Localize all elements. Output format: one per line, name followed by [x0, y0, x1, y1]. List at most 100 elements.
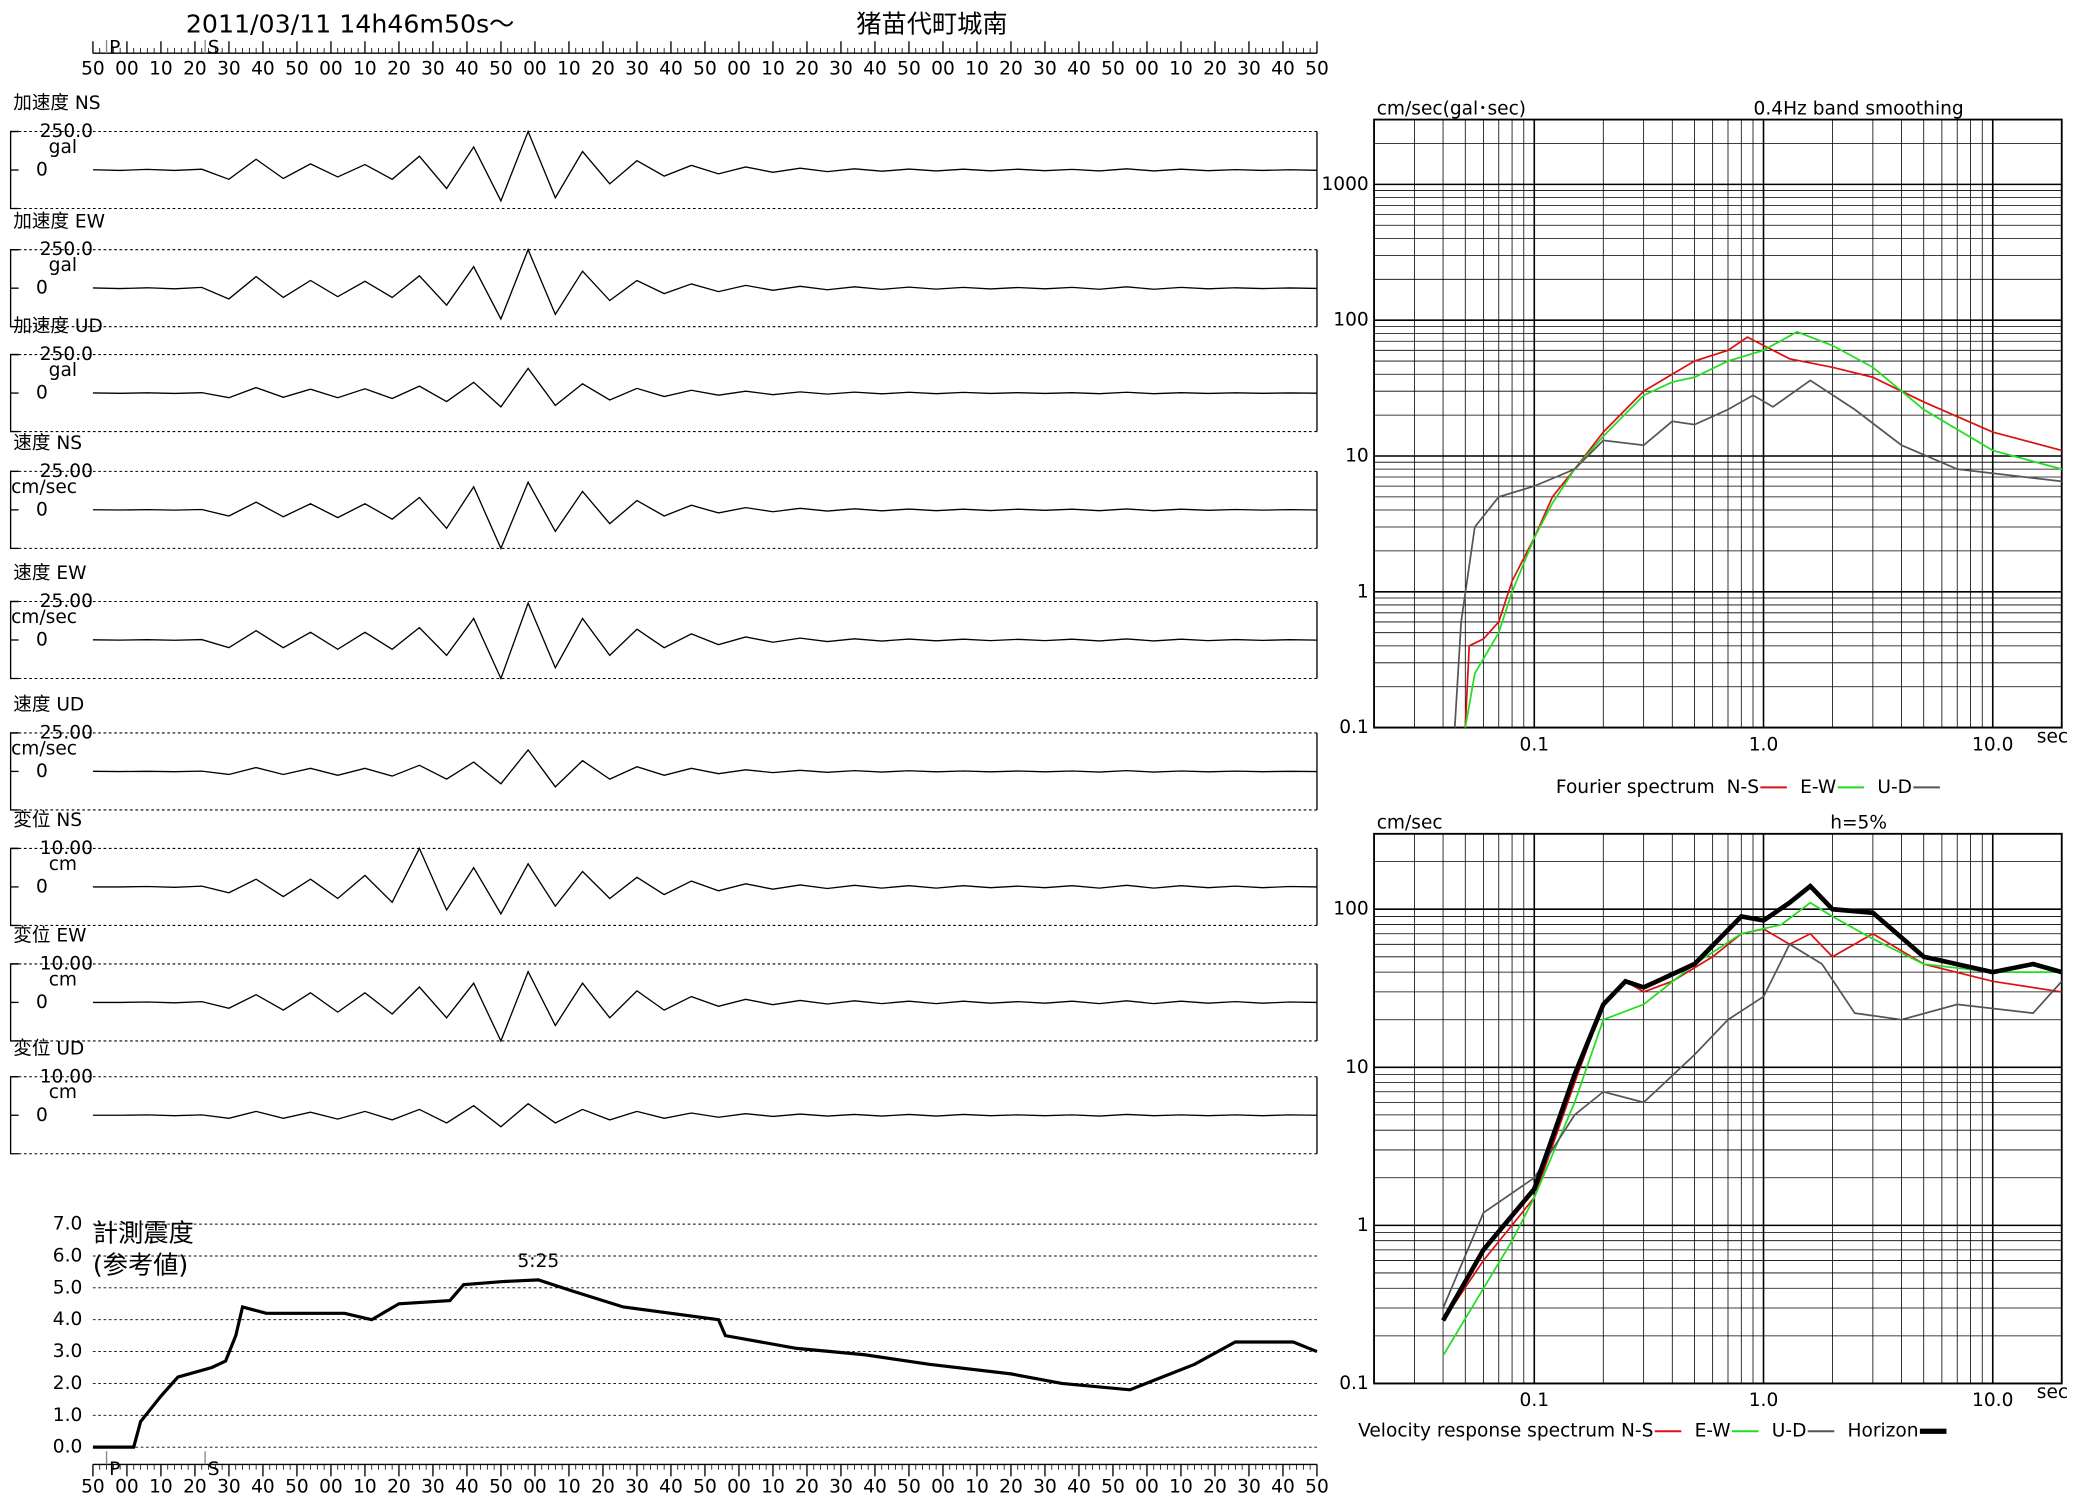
x-tick-label: 10.0 — [1972, 734, 2013, 755]
x-tick-label: 40 — [1067, 59, 1091, 80]
y-tick-label: 250.0 — [40, 121, 93, 142]
y-tick-label: 250.0 — [40, 344, 93, 365]
x-tick-label: 30 — [829, 59, 853, 80]
y-tick-label: 3.0 — [53, 1341, 83, 1362]
x-tick-label: 40 — [455, 59, 479, 80]
y-tick-label: 0 — [36, 278, 48, 299]
x-tick-label: 10.0 — [1972, 1390, 2013, 1411]
x-tick-label: 20 — [387, 59, 411, 80]
spectrum-line — [1442, 928, 2062, 1321]
x-tick-label: 40 — [659, 1476, 683, 1497]
x-tick-label: 10 — [1169, 59, 1193, 80]
y-tick-label: 0 — [36, 160, 48, 181]
y-tick-label: 10.00 — [40, 953, 93, 974]
x-tick-label: 50 — [81, 59, 105, 80]
x-tick-label: 30 — [421, 1476, 445, 1497]
y-tick-label: 0 — [36, 383, 48, 404]
panel-label: 変位 UD — [13, 1038, 84, 1059]
y-tick-label: 2.0 — [53, 1373, 83, 1394]
intensity-subtitle: (参考値) — [93, 1251, 188, 1280]
plot-frame — [1373, 832, 2063, 1385]
x-tick-label: 10 — [557, 59, 581, 80]
unit-label: cm/sec — [11, 477, 77, 498]
plot-subtitle: 0.4Hz band smoothing — [1754, 98, 1964, 119]
legend-label: Horizon — [1848, 1421, 1919, 1442]
x-tick-label: 10 — [149, 59, 173, 80]
station-name: 猪苗代町城南 — [856, 9, 1007, 38]
y-tick-label: 10 — [1345, 445, 1369, 466]
y-tick-label: 0 — [36, 761, 48, 782]
unit-label: cm — [49, 1082, 77, 1103]
y-tick-label: 10.00 — [40, 838, 93, 859]
unit-label: cm/sec — [11, 738, 77, 759]
panel-label: 加速度 NS — [13, 93, 100, 114]
x-tick-label: 00 — [1135, 1476, 1159, 1497]
x-tick-label: 00 — [319, 59, 343, 80]
x-tick-label: 40 — [251, 1476, 275, 1497]
peak-annotation: 5:25 — [517, 1251, 559, 1272]
x-axis-label: sec — [2037, 726, 2068, 747]
x-tick-label: 00 — [523, 1476, 547, 1497]
legend-label: E-W — [1695, 1421, 1731, 1442]
x-axis-label: sec — [2037, 1382, 2068, 1403]
y-tick-label: 1 — [1357, 1215, 1369, 1236]
x-tick-label: 10 — [149, 1476, 173, 1497]
x-tick-label: 50 — [285, 1476, 309, 1497]
waveform — [92, 748, 1317, 788]
legend-label: N-S — [1621, 1421, 1653, 1442]
panel-label: 変位 NS — [13, 810, 82, 831]
unit-label: gal — [49, 360, 77, 381]
y-tick-label: 25.00 — [40, 461, 93, 482]
x-tick-label: 50 — [693, 1476, 717, 1497]
x-tick-label: 20 — [999, 1476, 1023, 1497]
legend-label: U-D — [1877, 777, 1912, 798]
y-tick-label: 0 — [36, 499, 48, 520]
y-axis-label: cm/sec — [1377, 813, 1443, 834]
x-tick-label: 00 — [727, 59, 751, 80]
y-tick-label: 100 — [1333, 899, 1368, 920]
y-tick-label: 1000 — [1321, 174, 1368, 195]
x-tick-label: 00 — [931, 59, 955, 80]
spectrum-line — [1442, 901, 2062, 1356]
x-tick-label: 30 — [1237, 1476, 1261, 1497]
x-tick-label: 20 — [183, 1476, 207, 1497]
x-tick-label: 30 — [217, 59, 241, 80]
x-tick-label: 00 — [727, 1476, 751, 1497]
spectrum-line — [1453, 379, 2062, 728]
waveform — [92, 480, 1317, 551]
x-tick-label: 20 — [1203, 59, 1227, 80]
x-tick-label: 20 — [795, 1476, 819, 1497]
x-tick-label: 30 — [625, 1476, 649, 1497]
panel-label: 速度 NS — [13, 433, 82, 454]
x-tick-label: 40 — [1271, 59, 1295, 80]
x-tick-label: 00 — [931, 1476, 955, 1497]
x-tick-label: 30 — [1033, 1476, 1057, 1497]
y-tick-label: 10.00 — [40, 1066, 93, 1087]
x-tick-label: 00 — [115, 59, 139, 80]
phase-label: P — [109, 1459, 120, 1480]
y-tick-label: 0 — [36, 992, 48, 1013]
phase-label: P — [109, 37, 120, 58]
x-tick-label: 10 — [761, 1476, 785, 1497]
x-tick-label: 40 — [1271, 1476, 1295, 1497]
x-tick-label: 0.1 — [1520, 1390, 1550, 1411]
x-tick-label: 10 — [1169, 1476, 1193, 1497]
unit-label: gal — [49, 137, 77, 158]
x-tick-label: 10 — [965, 1476, 989, 1497]
x-tick-label: 10 — [761, 59, 785, 80]
panel-label: 変位 EW — [13, 926, 86, 947]
waveform — [92, 1102, 1317, 1128]
y-tick-label: 7.0 — [53, 1214, 83, 1235]
intensity-line — [92, 1278, 1318, 1449]
x-tick-label: 50 — [81, 1476, 105, 1497]
plot-subtitle: h=5% — [1830, 813, 1887, 834]
panel-label: 加速度 UD — [13, 316, 103, 337]
waveform — [92, 601, 1317, 681]
spectrum-line — [1442, 943, 2063, 1309]
x-tick-label: 30 — [1237, 59, 1261, 80]
y-tick-label: 1.0 — [53, 1405, 83, 1426]
waveform — [92, 129, 1317, 203]
x-tick-label: 20 — [183, 59, 207, 80]
x-tick-label: 50 — [1101, 59, 1125, 80]
